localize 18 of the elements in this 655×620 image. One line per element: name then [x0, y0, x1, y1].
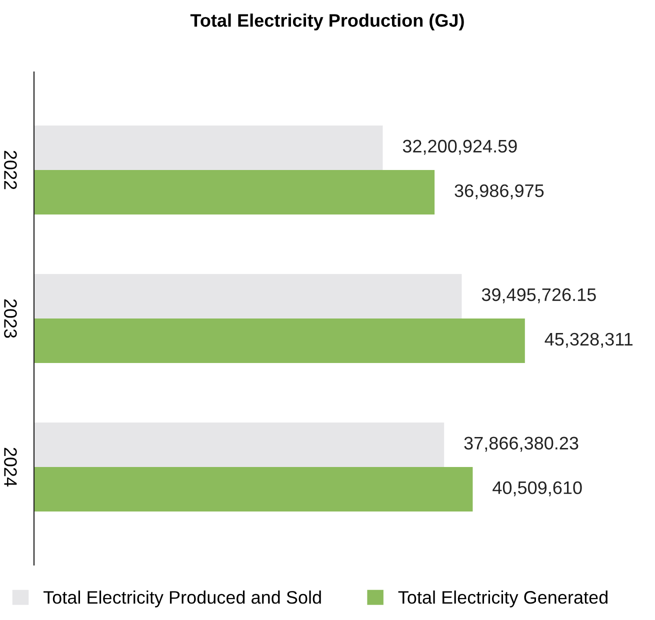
bar: [34, 466, 473, 512]
chart-title: Total Electricity Production (GJ): [190, 14, 464, 30]
bar: [34, 125, 383, 170]
legend-label: Total Electricity Generated: [398, 590, 608, 608]
data-label: 37,866,380.23: [464, 436, 578, 452]
data-label: 40,509,610: [492, 481, 582, 496]
bar: [34, 170, 435, 215]
bar: [34, 274, 462, 318]
data-label: 36,986,975: [454, 184, 544, 200]
bar: [34, 422, 444, 467]
data-label: 32,200,924.59: [402, 140, 517, 155]
y-tick-label: 2022: [4, 150, 17, 190]
data-label: 45,328,311: [544, 332, 633, 348]
bar: [34, 318, 525, 364]
legend-label: Total Electricity Produced and Sold: [43, 590, 321, 608]
data-label: 39,495,726.15: [482, 288, 596, 304]
y-tick-label: 2024: [4, 448, 17, 487]
y-tick-label: 2023: [4, 299, 17, 338]
